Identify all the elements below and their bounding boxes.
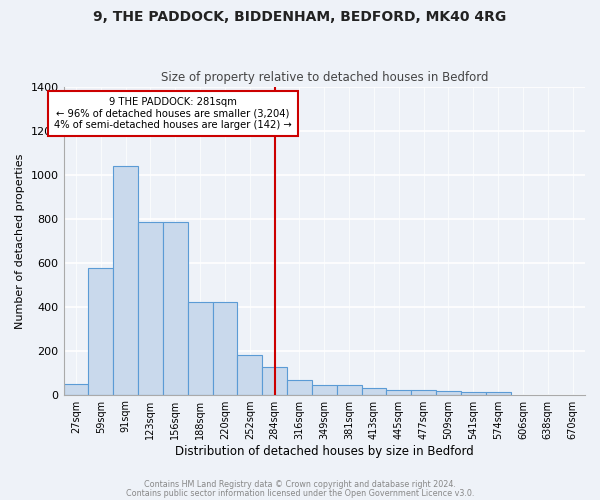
Bar	[212, 302, 238, 394]
Bar	[88, 268, 113, 394]
Bar	[386, 390, 411, 394]
Bar	[113, 166, 138, 394]
Title: Size of property relative to detached houses in Bedford: Size of property relative to detached ho…	[161, 72, 488, 85]
Text: 9, THE PADDOCK, BIDDENHAM, BEDFORD, MK40 4RG: 9, THE PADDOCK, BIDDENHAM, BEDFORD, MK40…	[94, 10, 506, 24]
Bar	[436, 392, 461, 394]
Bar	[337, 384, 362, 394]
Bar	[64, 384, 88, 394]
Bar	[461, 392, 485, 394]
Bar	[287, 380, 312, 394]
X-axis label: Distribution of detached houses by size in Bedford: Distribution of detached houses by size …	[175, 444, 473, 458]
Bar	[238, 355, 262, 395]
Text: 9 THE PADDOCK: 281sqm
← 96% of detached houses are smaller (3,204)
4% of semi-de: 9 THE PADDOCK: 281sqm ← 96% of detached …	[54, 97, 292, 130]
Bar	[312, 384, 337, 394]
Y-axis label: Number of detached properties: Number of detached properties	[15, 153, 25, 328]
Bar	[138, 222, 163, 394]
Bar	[163, 222, 188, 394]
Text: Contains public sector information licensed under the Open Government Licence v3: Contains public sector information licen…	[126, 490, 474, 498]
Bar	[262, 367, 287, 394]
Text: Contains HM Land Registry data © Crown copyright and database right 2024.: Contains HM Land Registry data © Crown c…	[144, 480, 456, 489]
Bar	[362, 388, 386, 394]
Bar	[188, 302, 212, 394]
Bar	[411, 390, 436, 394]
Bar	[485, 392, 511, 394]
